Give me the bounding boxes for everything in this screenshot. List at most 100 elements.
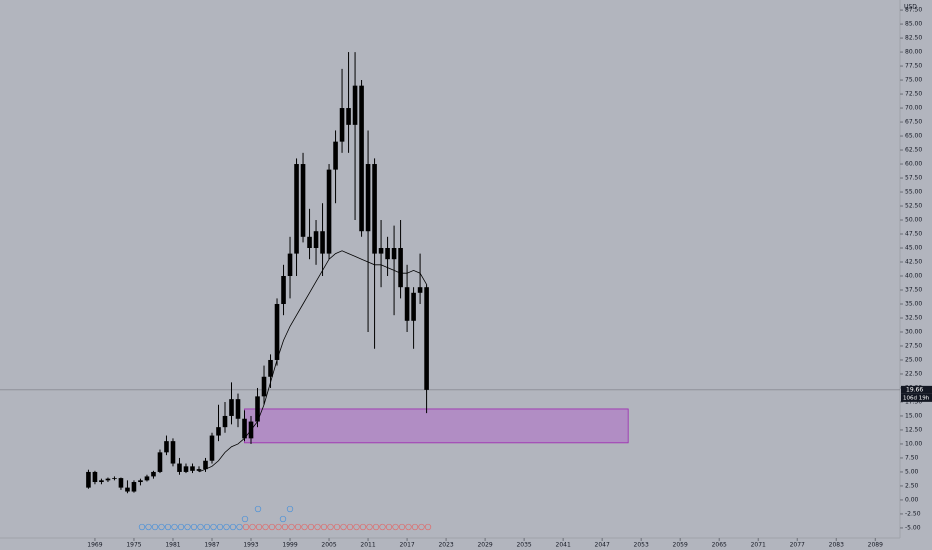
event-marker: [197, 523, 204, 531]
x-tick-label: 2053: [634, 542, 649, 549]
y-tick-label: 10.00: [905, 440, 922, 447]
candle-body: [86, 471, 91, 488]
candle-body: [411, 292, 416, 321]
event-marker: [223, 523, 230, 531]
event-marker: [327, 523, 334, 531]
candle-body: [307, 236, 312, 249]
x-tick-label: 2005: [321, 542, 336, 549]
event-marker: [411, 523, 419, 531]
y-tick-label: 72.50: [905, 91, 922, 98]
y-tick-label: 70.00: [905, 105, 922, 112]
candle-body: [404, 287, 410, 321]
candle-body: [242, 418, 247, 439]
y-tick-label: 0.00: [905, 496, 919, 503]
event-marker: [307, 523, 315, 531]
candle-body: [398, 248, 403, 288]
event-marker: [184, 523, 191, 531]
zone: [244, 408, 629, 444]
currency-label: USD: [904, 4, 917, 11]
event-marker: [353, 523, 360, 531]
event-marker: [366, 523, 373, 531]
candle-body: [359, 85, 364, 232]
last-price-box: [901, 385, 932, 394]
event-marker: [385, 523, 393, 531]
candle-body: [190, 466, 195, 471]
candle-body: [281, 275, 286, 304]
event-marker: [418, 523, 425, 531]
y-tick-label: 30.00: [905, 328, 922, 335]
candle-body: [196, 469, 202, 471]
event-marker: [210, 523, 217, 531]
candle-body: [151, 471, 156, 477]
event-marker: [164, 523, 172, 531]
y-tick-label: 5.00: [905, 468, 919, 475]
event-marker: [158, 523, 165, 531]
event-marker: [262, 523, 269, 531]
event-marker: [275, 523, 282, 531]
x-tick-label: 2077: [790, 542, 805, 549]
event-marker: [177, 523, 185, 531]
y-tick-label: 52.50: [905, 203, 922, 210]
x-tick-label: 2059: [673, 542, 688, 549]
candle-body: [268, 359, 273, 377]
event-marker: [301, 523, 308, 531]
candle-body: [372, 164, 377, 254]
candle-body: [339, 108, 345, 142]
candle-body: [274, 303, 280, 360]
event-marker: [254, 505, 262, 513]
candle-body: [346, 108, 351, 125]
event-marker: [333, 523, 341, 531]
x-tick-label: 1999: [282, 542, 297, 549]
event-marker: [242, 523, 250, 531]
event-marker: [424, 523, 432, 531]
event-marker: [286, 505, 294, 513]
y-tick-label: 55.00: [905, 189, 922, 196]
y-tick-label: 80.00: [905, 49, 922, 56]
event-marker: [288, 523, 295, 531]
event-marker: [138, 523, 146, 531]
y-tick-label: 37.50: [905, 286, 922, 293]
x-tick-label: 2047: [595, 542, 610, 549]
candle-body: [222, 415, 228, 428]
candle-body: [144, 476, 150, 481]
x-tick-label: 2017: [399, 542, 414, 549]
candle-body: [424, 287, 429, 390]
x-tick-label: 1975: [126, 542, 141, 549]
x-tick-label: 2023: [438, 542, 453, 549]
y-tick-label: 12.50: [905, 426, 922, 433]
x-tick-label: 2035: [516, 542, 531, 549]
x-tick-label: 2083: [829, 542, 844, 549]
x-tick-label: 2065: [712, 542, 727, 549]
candle-body: [385, 248, 390, 260]
event-marker: [398, 523, 406, 531]
x-tick-label: 1993: [243, 542, 258, 549]
event-marker: [392, 523, 399, 531]
candle-body: [287, 253, 293, 276]
x-tick-label: 2041: [556, 542, 571, 549]
event-marker: [372, 523, 380, 531]
candle-body: [183, 466, 189, 472]
y-tick-label: 22.50: [905, 370, 922, 377]
y-tick-label: 17.50: [905, 398, 922, 405]
event-marker: [346, 523, 354, 531]
x-tick-label: 2011: [360, 542, 375, 549]
event-marker: [229, 523, 237, 531]
event-marker: [249, 523, 256, 531]
y-tick-label: -2.50: [905, 510, 921, 517]
countdown-box: [901, 393, 932, 402]
candle-body: [99, 480, 104, 483]
x-tick-label: 1987: [204, 542, 219, 549]
y-tick-label: 87.50: [905, 7, 922, 14]
candle-body: [112, 478, 117, 479]
candle-body: [131, 482, 137, 492]
y-tick-label: -5.00: [905, 524, 921, 531]
y-tick-label: 82.50: [905, 35, 922, 42]
y-tick-label: 65.00: [905, 133, 922, 140]
candle-body: [177, 463, 182, 472]
event-marker: [281, 523, 289, 531]
x-tick-label: 1981: [165, 542, 180, 549]
event-marker: [268, 523, 276, 531]
candle-body: [105, 478, 111, 481]
event-marker: [216, 523, 224, 531]
candle-body: [320, 231, 325, 254]
